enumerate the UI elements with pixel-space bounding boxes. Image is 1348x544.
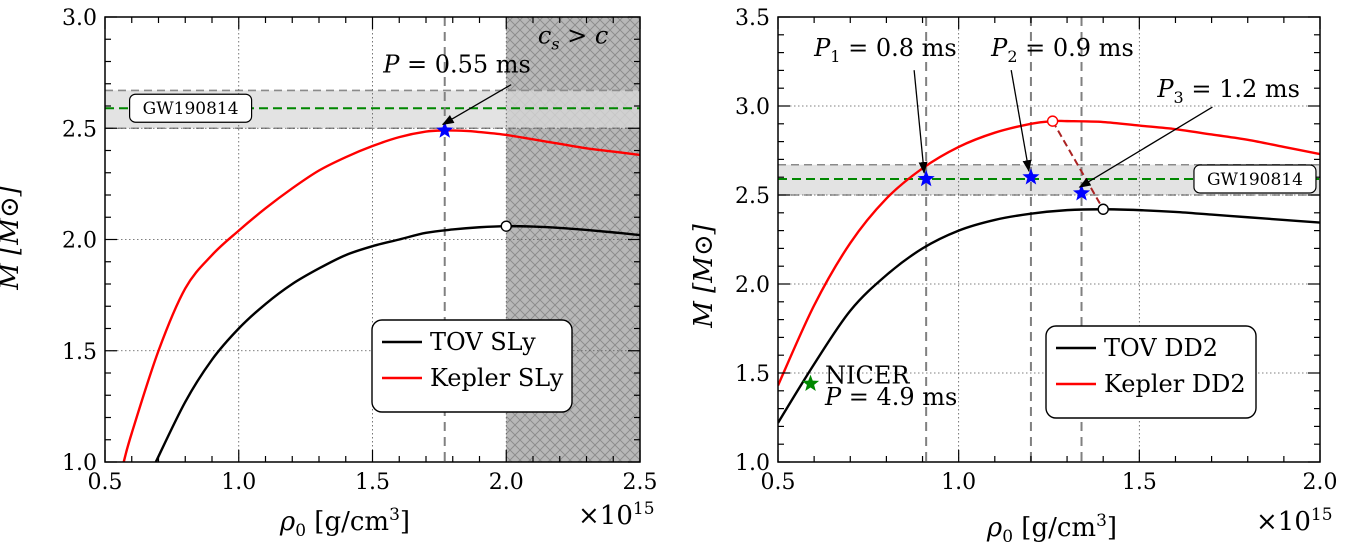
x-tick-label: 0.5 (88, 470, 123, 495)
x-tick-label: 0.5 (761, 470, 796, 495)
right-x-multiplier: ×1015 (1256, 505, 1333, 537)
y-tick-label: 3.0 (62, 6, 97, 31)
y-tick-label: 1.5 (62, 340, 97, 365)
annotation-arrow (441, 84, 512, 126)
x-tick-label: 2.0 (489, 470, 524, 495)
annotation-p-0-55-ms: P = 0.55 ms (382, 51, 531, 79)
y-tick-label: 2.0 (62, 229, 97, 254)
right-y-axis-label: M [M⊙] (689, 223, 719, 328)
x-tick-label: 2.5 (623, 470, 658, 495)
star-marker (1022, 168, 1040, 185)
open-circle-marker (1097, 203, 1109, 215)
y-tick-label: 3.0 (735, 95, 770, 120)
star-marker (436, 121, 454, 138)
gw190814-label-box (1193, 164, 1317, 194)
gw190814-label: GW190814 (1207, 170, 1303, 190)
x-tick-label: 1.0 (941, 470, 976, 495)
annotation-p2-0-9-ms: P2 = 0.9 ms (990, 34, 1134, 66)
series-connector (1051, 120, 1105, 210)
star-marker (1072, 184, 1091, 201)
y-tick-label: 3.5 (735, 6, 770, 31)
series-tov-sly (154, 224, 640, 462)
annotation-arrow (1010, 70, 1032, 173)
x-tick-label: 2.0 (1303, 470, 1338, 495)
left-panel: 0.5 1.0 1.5 2.0 2.51.01.52.02.53.0 GW190814c… (0, 6, 658, 541)
annotation-p1-0-8-ms: P1 = 0.8 ms (813, 34, 957, 66)
gw190814-label: GW190814 (143, 99, 239, 119)
x-tick-label: 1.0 (221, 470, 256, 495)
legend-label: Kepler DD2 (1104, 370, 1246, 398)
axes-frame (777, 16, 1321, 463)
star-marker (801, 374, 820, 391)
annotation-nicer: NICER (825, 362, 910, 390)
legend-label: Kepler SLy (430, 364, 564, 392)
y-tick-label: 2.0 (735, 273, 770, 298)
y-tick-label: 1.0 (62, 451, 97, 476)
annotation-p-4-9-ms: P = 4.9 ms (824, 383, 957, 411)
open-circle-marker (1046, 115, 1059, 127)
y-tick-label: 1.0 (735, 451, 770, 476)
left-x-multiplier: ×1015 (578, 499, 655, 531)
legend-label: TOV SLy (430, 328, 536, 356)
x-tick-label: 1.5 (1122, 470, 1157, 495)
legend: TOV SLy Kepler SLy (371, 319, 573, 413)
right-panel: 0.5 1.0 1.5 2.01.01.52.02.53.03.5 GW190814P… (689, 6, 1338, 544)
y-tick-label: 1.5 (735, 362, 770, 387)
series-tov-dd2 (778, 208, 1320, 424)
legend-label: TOV DD2 (1104, 334, 1218, 362)
annotation-p3-1-2-ms: P3 = 1.2 ms (1156, 75, 1300, 107)
y-tick-label: 2.5 (735, 184, 770, 209)
gw190814-label-box (129, 93, 253, 123)
right-x-axis-label: ρ0 [g/cm3] (986, 511, 1117, 544)
left-y-axis-label: M [M⊙] (0, 185, 25, 290)
star-marker (917, 169, 935, 187)
x-tick-label: 1.5 (355, 470, 390, 495)
left-x-axis-label: ρ0 [g/cm3] (279, 505, 410, 541)
legend-box (1045, 325, 1257, 419)
y-tick-label: 2.5 (62, 117, 97, 142)
cs-gt-c-label: cs > c (538, 22, 609, 54)
series-kepler-sly (122, 129, 640, 462)
open-circle-marker (500, 220, 512, 232)
legend: TOV DD2 Kepler DD2 (1045, 325, 1257, 419)
annotation-arrow (913, 70, 928, 174)
annotation-arrow (1078, 106, 1213, 188)
